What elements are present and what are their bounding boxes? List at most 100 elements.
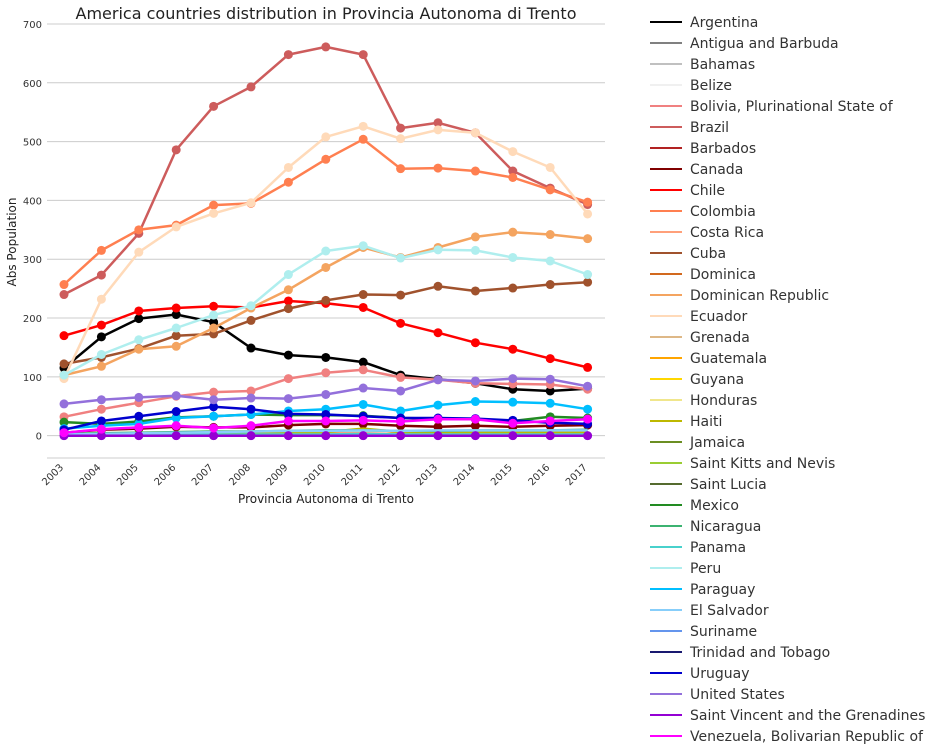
data-point: [545, 256, 555, 266]
series-saint-vincent-and-the-grenadines: [59, 431, 593, 441]
data-point: [358, 121, 368, 131]
data-point: [358, 50, 368, 60]
data-point: [246, 301, 256, 311]
data-point: [171, 391, 181, 401]
legend-entry: Panama: [650, 540, 746, 556]
data-point: [96, 395, 106, 405]
data-point: [171, 303, 181, 313]
legend-label: Haiti: [690, 414, 722, 430]
data-point: [508, 374, 518, 384]
data-point: [470, 421, 480, 431]
legend-label: Saint Lucia: [690, 477, 767, 493]
data-point: [246, 404, 256, 414]
data-point: [321, 431, 331, 441]
data-point: [171, 341, 181, 351]
data-point: [209, 402, 219, 412]
data-point: [433, 245, 443, 255]
data-point: [545, 431, 555, 441]
data-point: [508, 227, 518, 237]
series-venezuela-bolivarian-republic-of: [59, 414, 593, 438]
legend-label: Nicaragua: [690, 519, 761, 535]
data-point: [59, 417, 69, 427]
legend-entry: Suriname: [650, 624, 757, 640]
legend-entry: United States: [650, 687, 785, 703]
data-point: [358, 302, 368, 312]
legend-label: Cuba: [690, 246, 726, 262]
legend-entry: Colombia: [650, 204, 756, 220]
data-point: [358, 383, 368, 393]
data-point: [545, 374, 555, 384]
data-point: [321, 409, 331, 419]
data-point: [396, 372, 406, 382]
data-point: [358, 290, 368, 300]
data-point: [209, 101, 219, 111]
legend-entry: Ecuador: [650, 309, 747, 325]
data-point: [283, 394, 293, 404]
legend-entry: Uruguay: [650, 666, 750, 682]
legend-label: Peru: [690, 561, 721, 577]
data-point: [508, 172, 518, 182]
x-tick-label: 2015: [489, 462, 515, 488]
data-point: [246, 82, 256, 92]
legend-label: Saint Vincent and the Grenadines: [690, 708, 925, 724]
data-point: [96, 294, 106, 304]
x-tick-label: 2009: [265, 462, 291, 488]
data-point: [358, 415, 368, 425]
data-point: [433, 125, 443, 135]
data-point: [396, 253, 406, 263]
data-point: [96, 416, 106, 426]
data-point: [508, 397, 518, 407]
data-point: [209, 323, 219, 333]
legend-label: Paraguay: [690, 582, 755, 598]
data-point: [321, 368, 331, 378]
x-axis-label: Provincia Autonoma di Trento: [238, 492, 414, 506]
x-tick-label: 2008: [227, 462, 253, 488]
data-point: [470, 414, 480, 424]
legend-label: Venezuela, Bolivarian Republic of: [690, 729, 924, 745]
legend-label: Dominica: [690, 267, 756, 283]
data-point: [583, 277, 593, 287]
legend-entry: Dominican Republic: [650, 288, 829, 304]
y-tick-label: 300: [23, 255, 42, 266]
y-axis-label: Abs Population: [5, 198, 19, 287]
data-point: [396, 417, 406, 427]
legend-label: Canada: [690, 162, 743, 178]
data-point: [59, 399, 69, 409]
x-tick-label: 2006: [153, 462, 179, 488]
data-point: [283, 162, 293, 172]
data-point: [321, 352, 331, 362]
data-point: [246, 315, 256, 325]
data-point: [283, 285, 293, 295]
data-point: [171, 310, 181, 320]
data-point: [508, 431, 518, 441]
data-point: [545, 230, 555, 240]
data-point: [396, 431, 406, 441]
legend-entry: Trinidad and Tobago: [650, 645, 830, 661]
legend-entry: Belize: [650, 78, 732, 94]
data-point: [283, 431, 293, 441]
data-point: [321, 154, 331, 164]
y-tick-label: 700: [23, 20, 42, 31]
series-united-states: [59, 374, 593, 409]
data-point: [433, 431, 443, 441]
data-point: [433, 328, 443, 338]
data-point: [508, 344, 518, 354]
data-point: [283, 304, 293, 314]
x-tick-label: 2005: [115, 462, 141, 488]
data-point: [171, 421, 181, 431]
data-point: [209, 208, 219, 218]
data-point: [583, 381, 593, 391]
data-point: [358, 241, 368, 251]
data-point: [283, 409, 293, 419]
legend-entry: Bolivia, Plurinational State of: [650, 99, 894, 115]
data-point: [433, 400, 443, 410]
data-point: [583, 431, 593, 441]
data-point: [59, 290, 69, 300]
data-point: [358, 365, 368, 375]
data-point: [171, 431, 181, 441]
data-point: [545, 354, 555, 364]
data-point: [545, 185, 555, 195]
data-point: [209, 387, 219, 397]
legend-label: Barbados: [690, 141, 756, 157]
